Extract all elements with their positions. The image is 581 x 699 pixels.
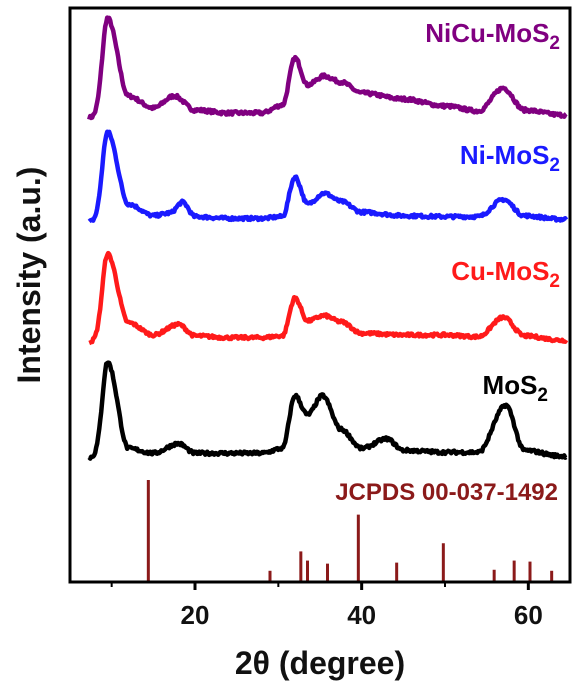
series-label: NiCu-MoS2 xyxy=(425,18,560,54)
series-label-main: MoS xyxy=(483,370,538,400)
series-line xyxy=(87,360,568,461)
series-line xyxy=(87,129,569,224)
series-label-main: Ni-MoS xyxy=(460,140,550,170)
plot-area xyxy=(87,15,569,582)
x-axis-ticks: 20 40 60 xyxy=(110,582,543,630)
series-line xyxy=(87,15,568,121)
series-label: Cu-MoS2 xyxy=(451,256,560,292)
x-tick-label: 20 xyxy=(181,600,210,630)
series-label: Ni-MoS2 xyxy=(460,140,560,176)
series-label-subscript: 2 xyxy=(537,385,548,406)
series-label-subscript: 2 xyxy=(549,271,560,292)
series-label-subscript: 2 xyxy=(549,155,560,176)
series-label-main: Cu-MoS xyxy=(451,256,549,286)
series-line xyxy=(87,250,569,346)
x-tick-label: 60 xyxy=(514,600,543,630)
x-tick-label: 40 xyxy=(347,600,376,630)
series-label: MoS2 xyxy=(483,370,548,406)
series-label-subscript: 2 xyxy=(549,33,560,54)
plot-frame xyxy=(68,6,572,584)
reference-label: JCPDS 00-037-1492 xyxy=(335,479,558,506)
series-label-main: NiCu-MoS xyxy=(425,18,549,48)
x-axis-title: 2θ (degree) xyxy=(235,645,405,681)
y-axis-title: Intensity (a.u.) xyxy=(11,167,47,384)
